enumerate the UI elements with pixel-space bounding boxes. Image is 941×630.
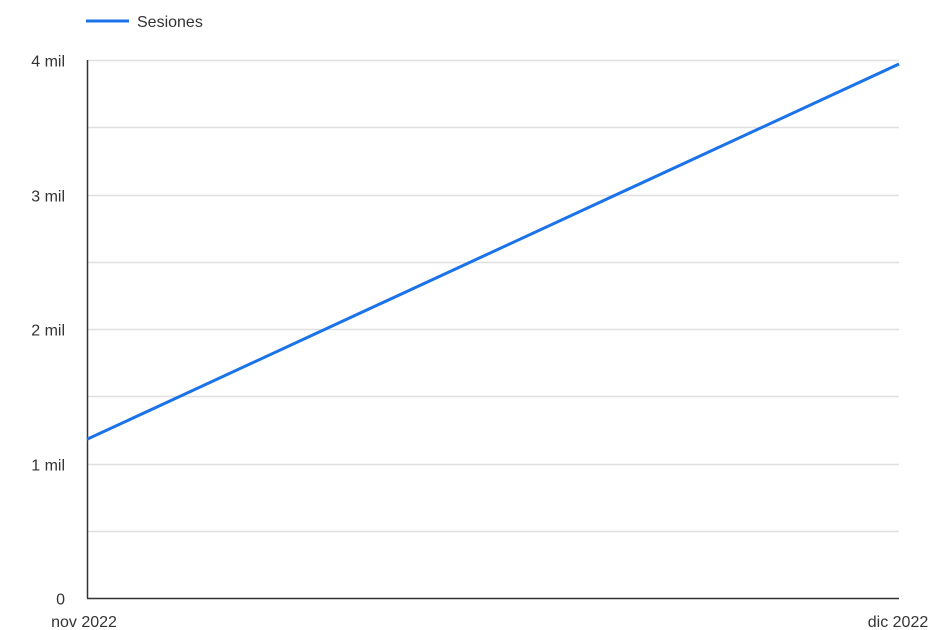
legend-label: Sesiones — [137, 14, 203, 31]
y-tick-label: 4 mil — [31, 54, 65, 71]
series-layer — [86, 62, 900, 441]
y-tick-label: 2 mil — [31, 323, 65, 340]
x-tick-label: nov 2022 — [51, 614, 117, 630]
y-axis: 0 1 mil 2 mil 3 mil 4 mil — [31, 54, 89, 609]
y-tick-label: 1 mil — [31, 458, 65, 475]
x-axis: nov 2022 dic 2022 — [51, 597, 929, 630]
x-tick-label: dic 2022 — [868, 614, 929, 630]
series-line — [86, 62, 900, 441]
y-tick-label: 0 — [56, 592, 65, 609]
legend: Sesiones — [86, 14, 203, 31]
y-tick-label: 3 mil — [31, 189, 65, 206]
gridlines — [87, 59, 899, 533]
